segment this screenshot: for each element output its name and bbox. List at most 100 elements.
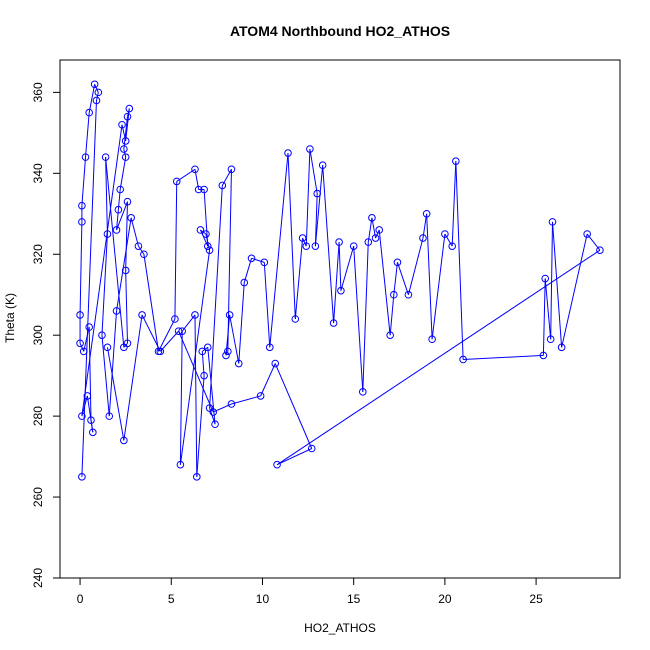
data-point [291,315,300,323]
series-segment [389,294,395,336]
series-segment [194,314,198,477]
series-segment [158,318,176,352]
series-segment [550,221,554,340]
series-segment [95,92,99,101]
data-point [419,234,427,242]
y-tick-label: 360 [31,82,45,102]
series-segment [287,153,296,320]
series-segment [88,84,96,113]
data-point [123,197,132,206]
data-point [335,238,343,246]
data-point [83,392,92,400]
data-point [92,96,101,105]
series-segment [130,217,139,247]
data-point [134,242,143,250]
series-segment [333,242,340,324]
series-segment [353,246,364,392]
data-point [539,351,548,360]
data-point [191,311,199,319]
data-point [211,420,219,429]
data-point [198,347,207,356]
x-tick-label: 25 [529,592,543,606]
data-point [298,234,307,242]
series-segment [101,233,108,336]
series-segment [201,351,205,376]
data-point [89,428,97,437]
data-point [116,185,124,194]
data-point [260,258,269,267]
data-point [200,185,208,194]
data-point [224,347,232,356]
series-segment [105,157,125,348]
x-axis: 0 5 10 15 20 25 [77,577,543,606]
series-segment [309,148,318,194]
data-point [76,311,84,319]
data-point [596,246,604,255]
series-segment [426,213,433,340]
series-segment [141,314,161,352]
series-segment [138,245,145,255]
data-point [103,343,112,352]
data-point [121,137,130,145]
data-point [156,347,165,356]
data-point [81,153,90,161]
series-segment [431,233,446,340]
data-point [234,359,243,368]
data-point [112,307,121,315]
data-point [94,88,103,97]
series-segment [367,217,373,243]
x-tick-label: 0 [77,592,84,606]
series-segment [108,310,118,417]
data-point [114,205,123,214]
data-point [452,157,460,165]
series-segment [238,282,245,364]
data-point [227,165,236,174]
data-point [79,347,88,356]
series-segment [422,213,428,239]
data-point [247,254,256,263]
series-segment [79,343,85,352]
series-segment [143,254,159,352]
series-segment [542,278,546,356]
x-tick-label: 15 [347,592,361,606]
y-tick-label: 280 [31,406,45,426]
data-point [85,323,93,331]
data-point [448,242,456,250]
data-point [307,444,316,453]
series-segment [101,335,110,417]
series-segment [174,181,178,320]
data-point [240,278,249,287]
data-point [112,226,121,234]
data-point [118,120,126,129]
data-point [205,246,214,255]
series-segment [178,330,214,413]
data-point [284,149,292,157]
data-point [121,153,130,161]
x-tick-label: 5 [168,592,175,606]
series-segment [94,84,99,93]
data-point [78,201,86,210]
y-tick-label: 320 [31,244,45,264]
series-segment [127,108,130,117]
series-segment [378,229,391,336]
data-point [138,311,146,319]
data-point [105,412,114,420]
data-point [203,242,212,250]
data-point [256,392,265,400]
data-point [337,286,345,295]
data-point [375,226,384,234]
data-point [583,230,591,238]
series-segment [83,326,90,352]
data-point [271,359,280,368]
series-segment [375,229,380,239]
series-segment [123,148,127,158]
series-segment [263,262,271,348]
series-segment [116,201,128,231]
series-segment [106,347,125,441]
data-point [90,80,99,89]
data-point [273,460,281,469]
series-segment [227,169,232,352]
series-segment [231,395,261,405]
series-segment [276,448,312,466]
series-segment [444,233,453,247]
